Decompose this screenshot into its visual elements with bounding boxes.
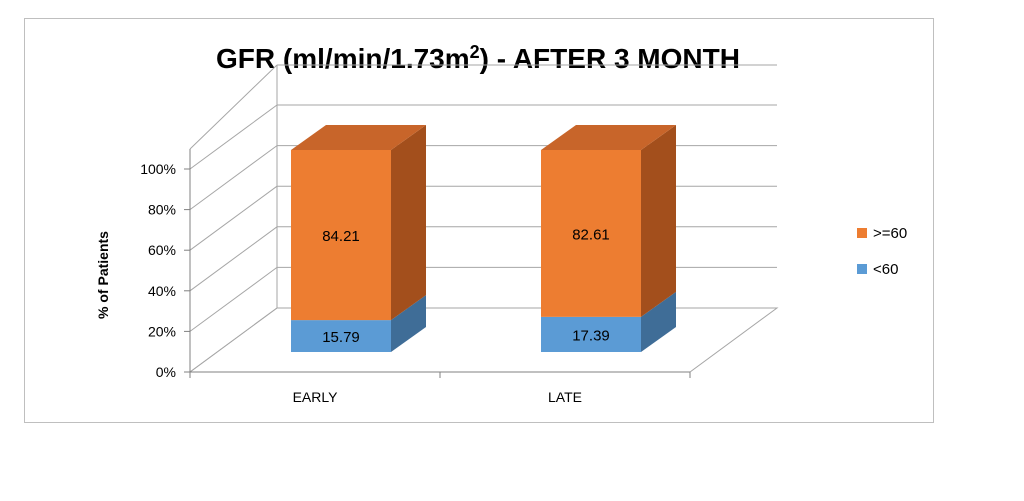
bar-front-early-1: [291, 150, 391, 321]
bar-front-early-0: [291, 320, 391, 352]
chart-axis: 0% 20% 40% 60% 80% 100% EARLY LATE: [140, 149, 691, 405]
bar-side-late-1: [641, 125, 676, 317]
chart-walls: [188, 64, 779, 373]
y-tick-label: 100%: [140, 161, 176, 177]
chart-legend: >=60 <60: [857, 225, 907, 278]
side-gridline: [189, 226, 278, 292]
side-gridline: [189, 266, 278, 332]
side-gridline: [189, 185, 278, 251]
data-label: 17.39: [572, 327, 610, 344]
bar-top-late: [541, 125, 676, 150]
data-label: 82.61: [572, 226, 610, 243]
chart-title-end: ) - AFTER 3 MONTH: [480, 43, 740, 74]
floor: [188, 307, 779, 373]
legend-label: >=60: [873, 225, 907, 242]
side-gridline: [189, 104, 278, 170]
bar-front-late-1: [541, 150, 641, 317]
chart-frame: [24, 18, 934, 423]
y-tick-label: 20%: [148, 323, 176, 339]
y-tick-label: 80%: [148, 202, 176, 218]
bar-side-early-0: [391, 295, 426, 352]
y-axis-label: % of Patients: [95, 231, 111, 319]
y-tick-label: 40%: [148, 283, 176, 299]
x-tick-label: LATE: [548, 389, 582, 405]
chart-title-sup: 2: [470, 42, 480, 62]
x-tick-label: EARLY: [293, 389, 339, 405]
legend-swatch: [857, 228, 867, 238]
bar-side-early-1: [391, 125, 426, 321]
legend-swatch: [857, 264, 867, 274]
side-top-line: [189, 64, 278, 150]
side-gridline: [189, 145, 278, 211]
y-tick-label: 0%: [156, 364, 176, 380]
chart-title-main: GFR (ml/min/1.73m: [216, 43, 470, 74]
data-label: 15.79: [322, 329, 360, 346]
y-tick-label: 60%: [148, 242, 176, 258]
bar-top-early: [291, 125, 426, 150]
chart-bars: 15.79 84.21 17.39 82.61: [291, 125, 676, 352]
bar-front-late-0: [541, 316, 641, 352]
bar-side-late-0: [641, 291, 676, 352]
legend-label: <60: [873, 261, 898, 278]
data-label: 84.21: [322, 228, 360, 245]
chart-title: GFR (ml/min/1.73m2) - AFTER 3 MONTH: [216, 42, 740, 74]
